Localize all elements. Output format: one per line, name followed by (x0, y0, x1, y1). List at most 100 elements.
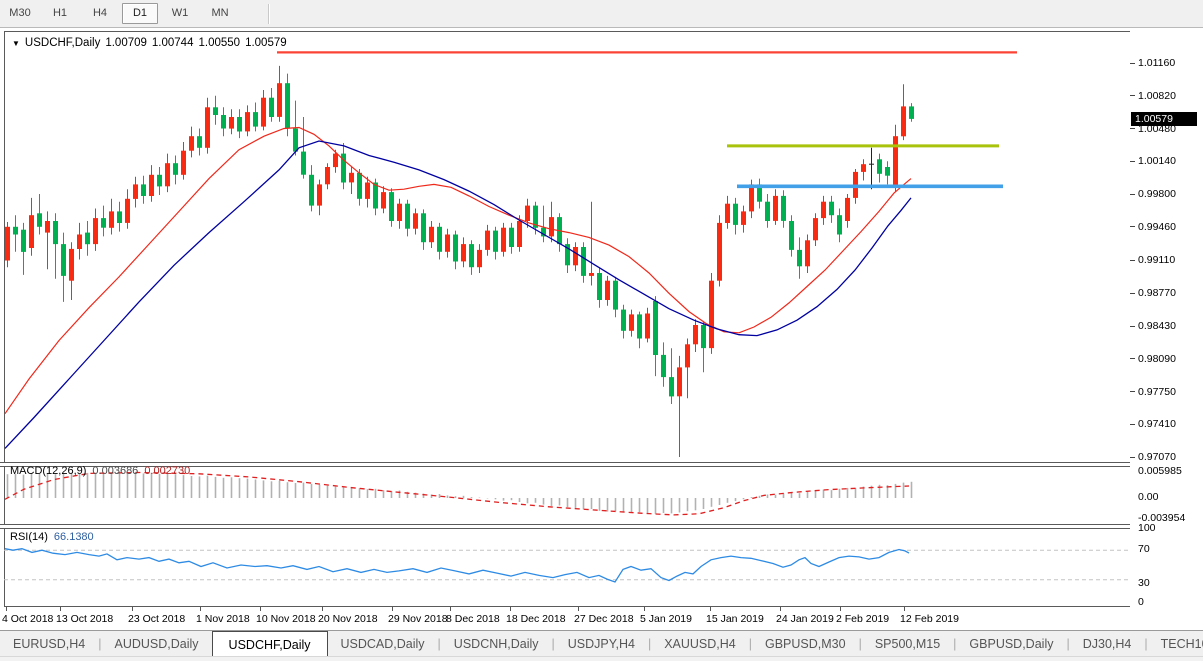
tab-sp500-m15[interactable]: SP500,M15 (874, 637, 941, 651)
price-axis-tick (1130, 193, 1135, 195)
tab-gbpusd-m30[interactable]: GBPUSD,M30 (765, 637, 846, 651)
tab-audusd-daily[interactable]: AUDUSD,Daily (114, 637, 199, 651)
price-axis-tick (1130, 259, 1135, 261)
timeframe-button-mn[interactable]: MN (211, 7, 229, 19)
date-tick (260, 607, 261, 611)
candle (397, 198, 402, 229)
candle (781, 190, 786, 228)
macd-canvas (4, 471, 913, 516)
candle (573, 242, 578, 272)
macd-signal-value: 0.002730 (144, 465, 191, 477)
date-tick (904, 607, 905, 611)
tab-separator: | (98, 637, 102, 651)
candle (629, 309, 634, 337)
price-axis-tick (1130, 95, 1135, 97)
macd-splitter[interactable] (0, 462, 1203, 467)
date-tick (132, 607, 133, 611)
tab-usdcad-daily[interactable]: USDCAD,Daily (340, 637, 425, 651)
tab-separator: | (748, 637, 752, 651)
candle (493, 226, 498, 260)
price-axis-label: 0.99800 (1138, 188, 1176, 201)
current-price-badge: 1.00579 (1131, 112, 1197, 126)
candle (581, 242, 586, 283)
chart-frame-top (4, 31, 1203, 32)
macd-header: MACD(12,26,9) 0.003686 0.002730 (10, 465, 190, 477)
price-axis-label: 0.98430 (1138, 320, 1176, 332)
date-label: 10 Nov 2018 (256, 613, 316, 625)
candle (725, 195, 730, 229)
timeframe-button-h1[interactable]: H1 (52, 7, 68, 19)
candle (5, 222, 10, 268)
tab-tech100-h1[interactable]: TECH100,H1 (1160, 637, 1203, 651)
candle (693, 319, 698, 352)
date-axis[interactable]: 4 Oct 2018 13 Oct 2018 23 Oct 2018 1 Nov 20… (0, 607, 1203, 630)
candle (541, 205, 546, 243)
timeframe-button-w1[interactable]: W1 (171, 7, 189, 19)
price-axis-tick (1130, 160, 1135, 162)
tab-gbpusd-daily[interactable]: GBPUSD,Daily (969, 637, 1054, 651)
date-label: 2 Feb 2019 (836, 613, 890, 625)
chart-tab-bar: EURUSD,H4 | AUDUSD,Daily USDCHF,Daily USDCAD… (0, 630, 1203, 657)
symbol-dropdown-icon[interactable]: ▼ (12, 38, 20, 48)
price-axis-tick (1130, 358, 1135, 360)
date-label: 18 Dec 2018 (506, 613, 566, 625)
tab-usdcnh-daily[interactable]: USDCNH,Daily (453, 637, 539, 651)
candle (773, 189, 778, 225)
price-axis-label: 0.98090 (1138, 352, 1176, 365)
candle (701, 321, 706, 373)
candle (805, 234, 810, 273)
tab-dj30-h4[interactable]: DJ30,H4 (1082, 637, 1132, 651)
tab-usdchf-daily[interactable]: USDCHF,Daily (211, 631, 328, 657)
candle (101, 205, 106, 237)
candle (909, 103, 914, 122)
timeframe-button-h4[interactable]: H4 (92, 7, 108, 19)
candle (189, 126, 194, 158)
candle (821, 195, 826, 225)
rsi-splitter[interactable] (0, 524, 1203, 529)
candle (637, 311, 642, 349)
candle (29, 197, 34, 256)
price-axis[interactable]: 1.01160 1.00820 1.00480 1.00140 0.99800 0.994… (1130, 31, 1203, 608)
tab-eurusd-h4[interactable]: EURUSD,H4 (13, 637, 86, 651)
candle (357, 169, 362, 206)
timeframe-button-d1[interactable]: D1 (122, 3, 158, 24)
candle (517, 215, 522, 252)
candle (557, 213, 562, 252)
date-tick (60, 607, 61, 611)
date-label: 5 Jan 2019 (640, 613, 692, 625)
candle (109, 198, 114, 235)
candle (877, 153, 882, 183)
date-tick (450, 607, 451, 611)
rsi-value: 66.1380 (53, 531, 94, 543)
candle (317, 179, 322, 216)
candle (509, 222, 514, 254)
candle (789, 215, 794, 257)
candle (469, 240, 474, 275)
candle (421, 209, 426, 250)
date-label: 1 Nov 2018 (196, 613, 250, 625)
candle (309, 165, 314, 212)
candle (277, 65, 282, 122)
timeframe-button-m30[interactable]: M30 (9, 7, 31, 19)
price-axis-tick (1130, 292, 1135, 294)
chart-frame-left (4, 31, 5, 607)
tab-usdjpy-h4[interactable]: USDJPY,H4 (567, 637, 635, 651)
date-label: 24 Jan 2019 (776, 613, 834, 625)
candle (869, 147, 874, 190)
date-tick (510, 607, 511, 611)
date-label: 20 Nov 2018 (318, 613, 378, 625)
candle (669, 348, 674, 404)
candle (157, 167, 162, 195)
tab-xauusd-h4[interactable]: XAUUSD,H4 (664, 637, 736, 651)
candle (885, 161, 890, 185)
candle (93, 208, 98, 251)
date-tick (322, 607, 323, 611)
chart-frame-bottom (4, 606, 1203, 607)
candle (325, 163, 330, 190)
candle (765, 194, 770, 228)
candle (741, 205, 746, 233)
price-axis-label: 0.98770 (1138, 287, 1176, 300)
candle (381, 186, 386, 214)
candle (645, 307, 650, 343)
macd-axis-label: -0.003954 (1138, 512, 1186, 524)
